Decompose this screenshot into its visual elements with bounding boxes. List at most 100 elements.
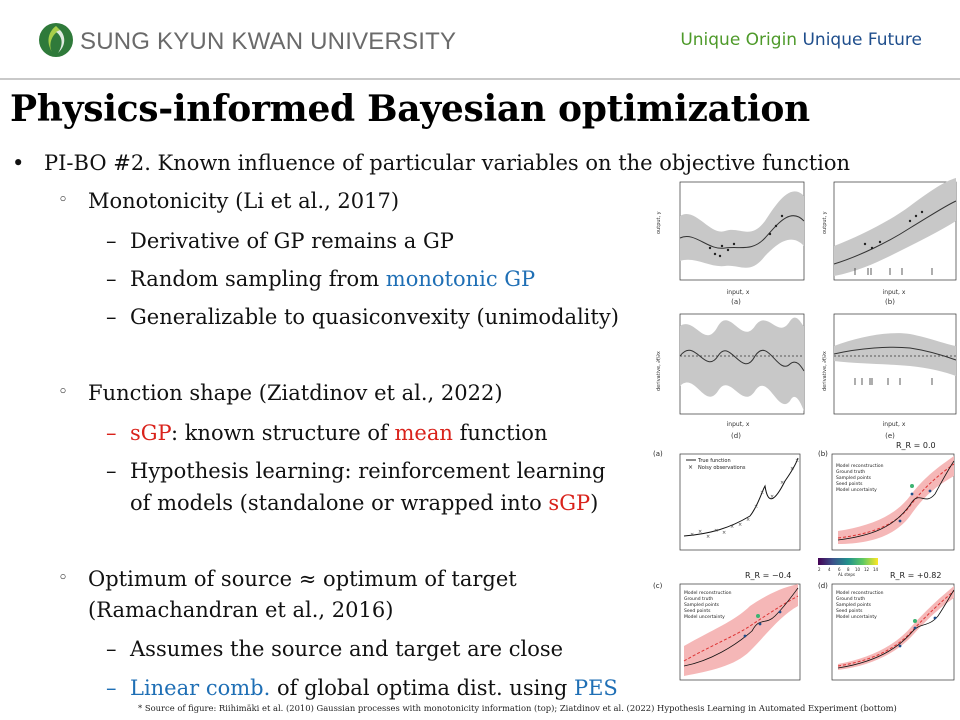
bullet-dot: • (12, 151, 25, 175)
legend-c-model: Model reconstruction (684, 590, 732, 596)
legend-b-seed: Seed points (836, 481, 863, 487)
panel-d-top-xlabel: input, x (727, 421, 750, 428)
panel-d-bottom: (d) R_R = +0.82 Model reconstruction Gro… (818, 571, 955, 681)
panel-d-top-label: (d) (731, 432, 741, 440)
optimum-heading-line2: (Ramachandran et al., 2016) (88, 598, 394, 622)
svg-text:×: × (738, 522, 742, 528)
sub-bullet-circle: ◦ (58, 190, 69, 210)
panel-e-top-xlabel: input, x (883, 421, 906, 428)
svg-text:×: × (754, 504, 758, 510)
sub-bullet-circle: ◦ (58, 568, 69, 588)
panel-a-bottom-label: (a) (653, 450, 663, 458)
svg-text:×: × (795, 458, 799, 464)
shape-heading: Function shape (Ziatdinov et al., 2022) (88, 381, 503, 405)
panel-e-top-label: (e) (885, 432, 895, 440)
legend-noisy-marker: × (688, 464, 693, 471)
panel-b-top-ylabel: output, y (822, 211, 828, 234)
mean-term: mean (394, 421, 453, 445)
svg-text:×: × (780, 480, 784, 486)
panel-d-bottom-title: R_R = +0.82 (890, 571, 941, 580)
shape-item2-paren: ) (590, 491, 599, 515)
shape-item1: sGP: known structure of mean function (130, 421, 547, 445)
legend-c-seed: Seed points (684, 608, 711, 614)
legend-d-truth: Ground truth (836, 596, 865, 602)
panel-a-bottom: (a) True function × Noisy observations ×… (653, 450, 801, 551)
shape-item1-text: : known structure of (170, 421, 395, 445)
optimum-heading-line1: Optimum of source ≈ optimum of target (88, 567, 517, 591)
slogan: Unique Origin Unique Future (680, 30, 922, 50)
shape-item2-line2: of models (standalone or wrapped into sG… (130, 491, 598, 515)
panel-a-top-xlabel: input, x (727, 289, 750, 296)
panel-d-top-ylabel: derivative, ∂f/∂x (656, 351, 662, 391)
svg-text:×: × (722, 530, 726, 536)
mono-item1: Derivative of GP remains a GP (130, 229, 454, 253)
legend-true-function: True function (697, 458, 731, 464)
colorbar-label: AL steps (838, 572, 855, 577)
colorbar-tick-10: 10 (855, 567, 861, 572)
dash-bullet: – (106, 637, 117, 661)
colorbar-tick-6: 6 (838, 567, 841, 572)
dash-bullet: – (106, 676, 117, 700)
university-logo-icon (39, 23, 73, 57)
figure-panels: input, x (a) output, y input, x (b) outp… (653, 178, 957, 681)
shape-item2-text: of models (standalone or wrapped into (130, 491, 549, 515)
linear-comb-term: Linear comb. (130, 676, 271, 700)
mono-item3: Generalizable to quasiconvexity (unimoda… (130, 305, 619, 329)
dash-bullet: – (106, 305, 117, 329)
panel-b-top: input, x (b) output, y (822, 178, 957, 306)
svg-text:×: × (730, 524, 734, 530)
slogan-part1: Unique Origin (680, 30, 798, 50)
legend-d-seed: Seed points (836, 608, 863, 614)
panel-b-bottom: (b) R_R = 0.0 Model reconstruction Groun… (818, 441, 955, 551)
colorbar-tick-14: 14 (873, 567, 879, 572)
figure-source-footnote: * Source of figure: Riihimäki et al. (20… (138, 703, 897, 713)
legend-c-truth: Ground truth (684, 596, 713, 602)
svg-text:×: × (698, 529, 702, 535)
panel-b-bottom-label: (b) (818, 450, 828, 458)
panel-a-top-ylabel: output, y (656, 211, 662, 234)
legend-b-model: Model reconstruction (836, 463, 884, 469)
slogan-part2: Unique Future (802, 30, 922, 50)
legend-b-uncertainty: Model uncertainty (836, 487, 877, 493)
svg-text:×: × (714, 528, 718, 534)
sub-bullet-circle: ◦ (58, 382, 69, 402)
mono-heading: Monotonicity (Li et al., 2017) (88, 189, 400, 213)
svg-text:×: × (790, 466, 794, 472)
optimum-item2-text: of global optima dist. using (270, 676, 574, 700)
svg-text:×: × (770, 494, 774, 500)
legend-b-sampled: Sampled points (836, 475, 872, 481)
panel-c-bottom-title: R_R = −0.4 (745, 571, 791, 580)
svg-text:×: × (690, 532, 694, 538)
panel-b-bottom-title: R_R = 0.0 (896, 441, 936, 450)
legend-c-sampled: Sampled points (684, 602, 720, 608)
panel-c-bottom: (c) R_R = −0.4 Model reconstruction Grou… (653, 571, 801, 681)
colorbar-tick-12: 12 (864, 567, 870, 572)
colorbar: 2 4 6 8 10 12 14 AL steps (818, 558, 879, 577)
dash-bullet: – (106, 421, 117, 445)
colorbar-tick-4: 4 (828, 567, 831, 572)
header-divider (0, 78, 960, 80)
panel-c-bottom-label: (c) (653, 582, 663, 590)
panel-e-top-ylabel: derivative, ∂f/∂x (822, 351, 828, 391)
dash-bullet: – (106, 229, 117, 253)
legend-c-uncertainty: Model uncertainty (684, 614, 725, 620)
colorbar-tick-8: 8 (847, 567, 850, 572)
panel-a-top: input, x (a) output, y (656, 181, 805, 306)
panel-a-top-label: (a) (731, 298, 741, 306)
optimum-item1: Assumes the source and target are close (130, 637, 564, 661)
panel-d-top: input, x (d) derivative, ∂f/∂x (656, 313, 805, 440)
sgp-term-2: sGP (548, 491, 591, 515)
university-name: SUNG KYUN KWAN UNIVERSITY (80, 28, 457, 55)
legend-b-truth: Ground truth (836, 469, 865, 475)
svg-text:×: × (746, 517, 750, 523)
panel-e-top: input, x (e) derivative, ∂f/∂x (822, 313, 957, 440)
bottom-figure: (a) True function × Noisy observations ×… (653, 441, 955, 681)
mono-item2: Random sampling from monotonic GP (130, 267, 535, 291)
colorbar-tick-2: 2 (818, 567, 821, 572)
main-bullet: PI-BO #2. Known influence of particular … (44, 151, 851, 175)
optimum-item2: Linear comb. of global optima dist. usin… (130, 676, 618, 700)
svg-text:×: × (760, 490, 764, 496)
dash-bullet: – (106, 267, 117, 291)
legend-noisy-observations: Noisy observations (698, 465, 746, 471)
shape-item2-line1: Hypothesis learning: reinforcement learn… (130, 459, 606, 483)
